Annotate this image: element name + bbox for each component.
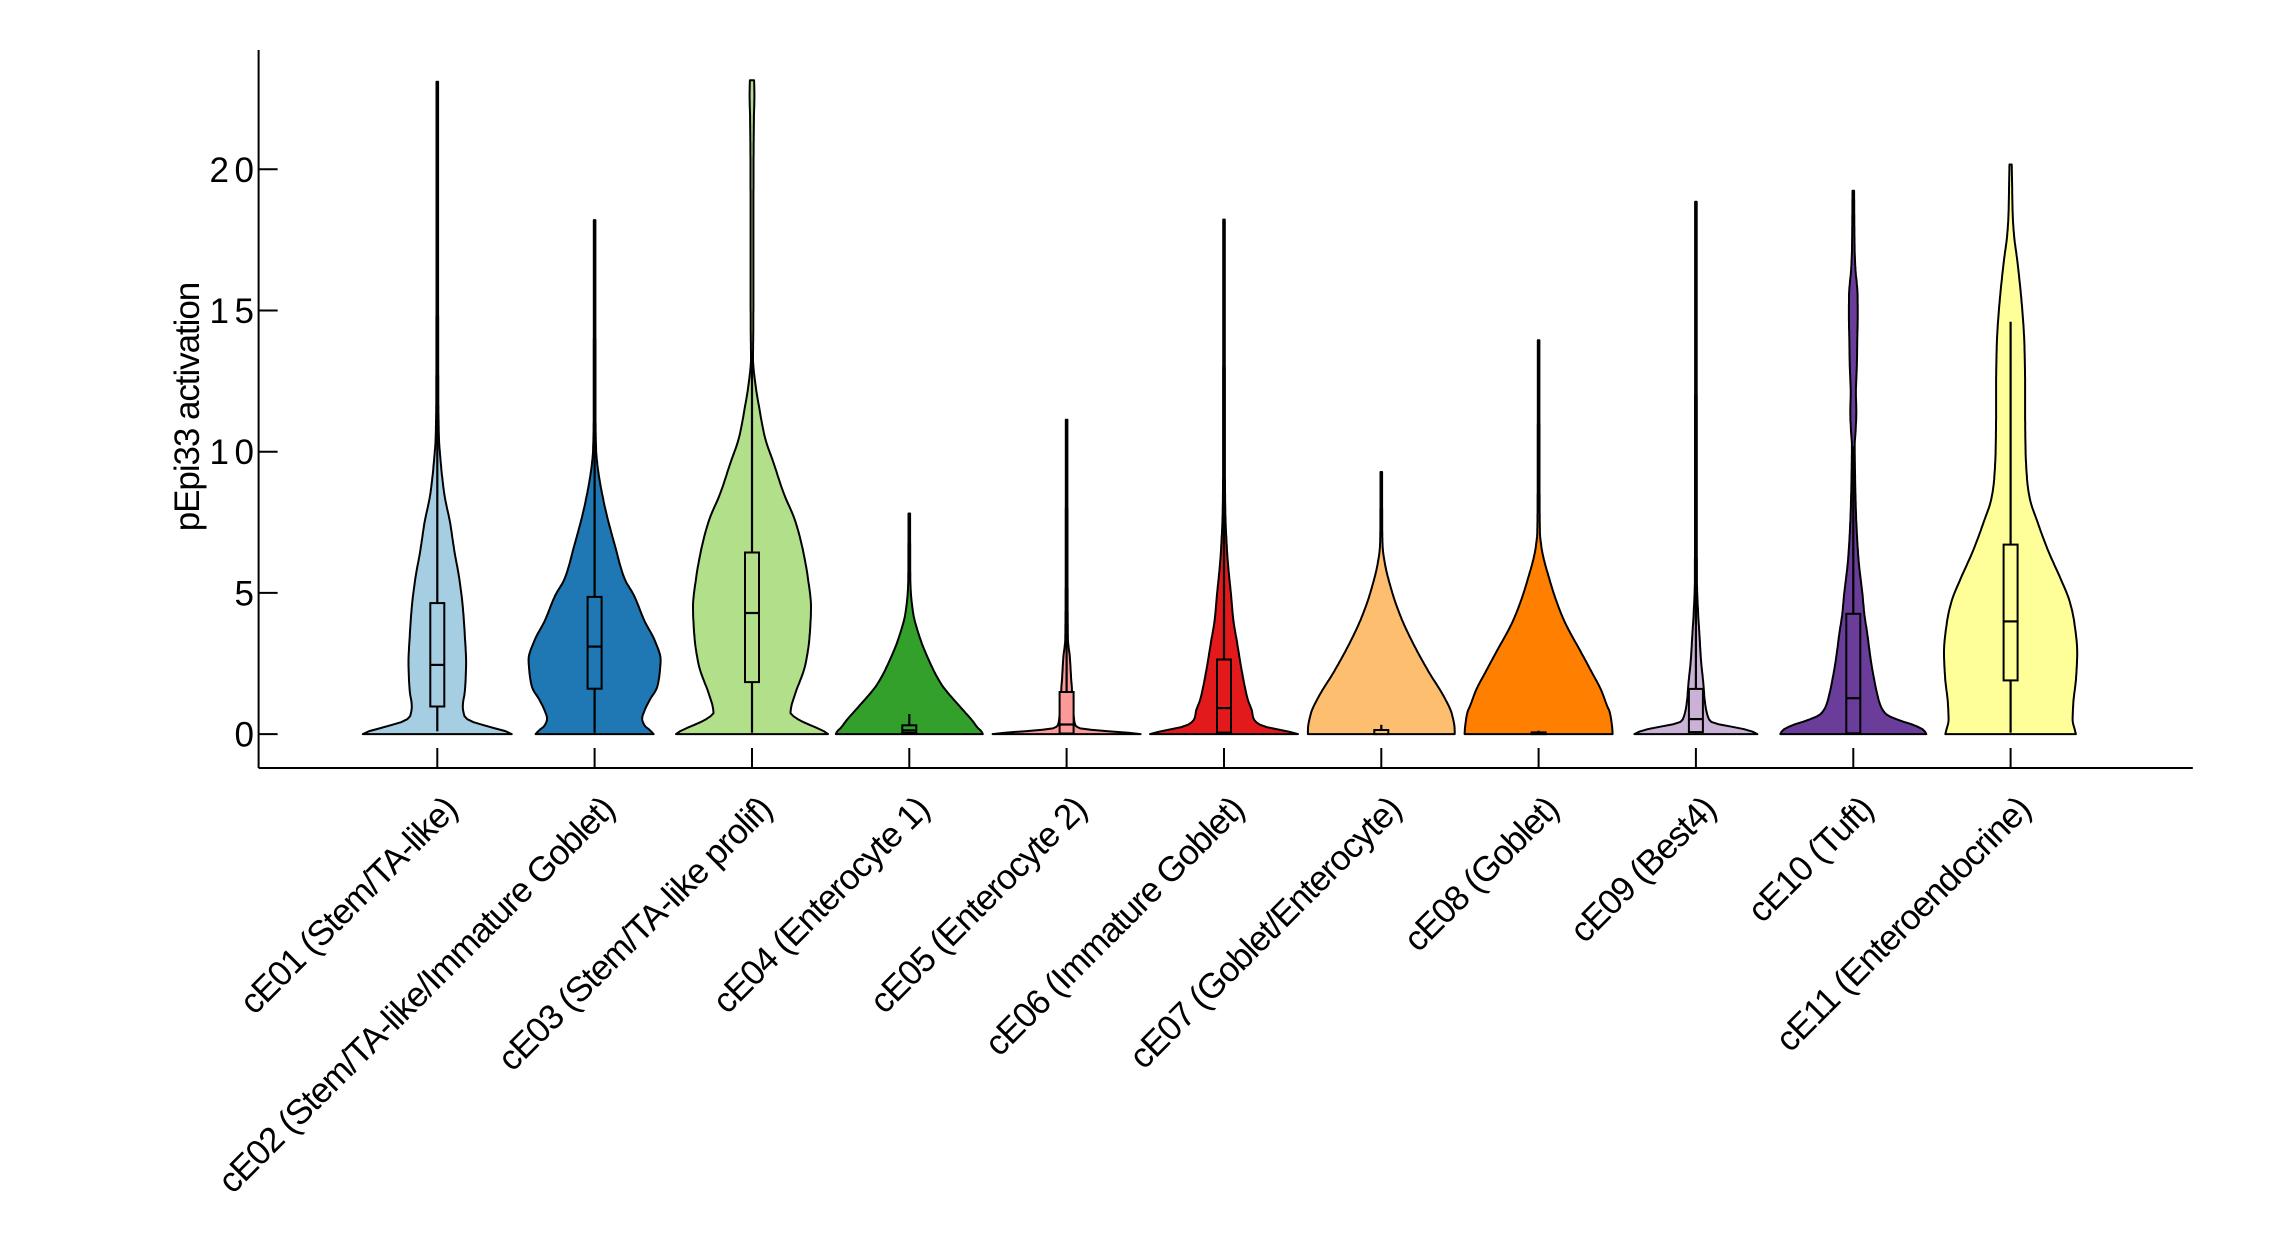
svg-text:5: 5: [235, 574, 254, 613]
svg-text:0: 0: [235, 716, 254, 755]
svg-text:pEpi33 activation: pEpi33 activation: [168, 282, 207, 532]
